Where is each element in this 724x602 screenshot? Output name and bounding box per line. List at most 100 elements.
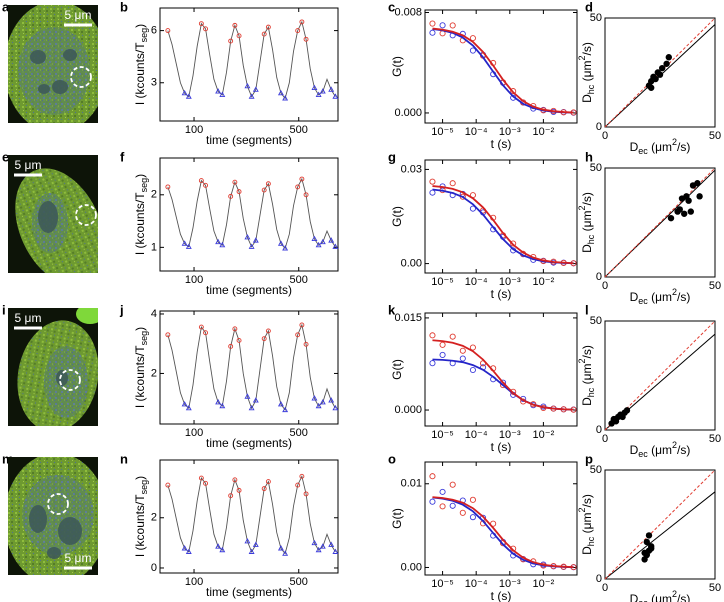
data-point <box>265 24 271 30</box>
nucleolus <box>30 50 46 64</box>
label-part: seg <box>139 178 149 193</box>
data-point <box>315 91 322 97</box>
y-axis-label: Dhc (μm2/s) <box>577 494 596 555</box>
data-point <box>203 182 208 188</box>
plot-frame <box>604 17 716 128</box>
data-point <box>181 240 188 246</box>
data-point <box>328 86 335 92</box>
data-point <box>165 28 171 34</box>
data-point <box>429 498 436 505</box>
y-axis-label: G(t) <box>390 56 404 77</box>
neighbor-cell <box>76 308 98 324</box>
label-part: seg <box>139 480 149 495</box>
data-point <box>429 29 436 36</box>
data-point <box>469 496 476 503</box>
series-line <box>604 469 716 580</box>
data-point <box>303 192 309 198</box>
panel-letter: n <box>120 451 128 466</box>
label-part: I (kcounts/T <box>133 192 147 255</box>
x-axis-label: t (s) <box>491 440 512 454</box>
label-part: hc <box>586 536 596 546</box>
data-point <box>439 488 446 495</box>
y-axis-label: Dhc (μm2/s) <box>577 192 596 253</box>
x-axis-label: Dec (μm2/s) <box>630 589 691 602</box>
data-point <box>332 93 339 99</box>
panel-letter: p <box>585 451 593 466</box>
label-part: D <box>580 546 594 555</box>
label-part: D <box>630 290 639 304</box>
plot-frame <box>424 9 578 124</box>
data-point <box>319 543 326 549</box>
plot-area <box>429 20 577 116</box>
x-tick-label: 10⁻⁵ <box>431 578 454 590</box>
plot-area <box>165 19 339 101</box>
series-line <box>604 167 716 278</box>
label-part: hc <box>586 84 596 94</box>
data-point <box>510 240 517 247</box>
x-axis-label: Dec (μm2/s) <box>630 287 691 306</box>
x-axis-label: time (segments) <box>206 436 292 450</box>
y-tick-label: 0 <box>151 562 157 574</box>
data-point <box>203 480 208 486</box>
data-point <box>248 548 255 554</box>
data-point <box>265 479 271 485</box>
y-tick-label: 0.03 <box>401 163 422 175</box>
data-point <box>232 326 238 332</box>
data-point <box>645 532 653 539</box>
nucleolus <box>63 49 77 61</box>
micrograph-content <box>8 457 98 575</box>
y-tick-label: 3 <box>151 77 157 89</box>
micrograph: 5 μm <box>8 5 98 123</box>
series-line <box>432 188 574 265</box>
x-tick-label: 50 <box>709 582 721 594</box>
panel-letter: f <box>120 149 125 164</box>
data-point <box>439 351 446 358</box>
x-tick-label: 500 <box>290 576 308 588</box>
micrograph: 5 μm <box>8 457 98 575</box>
data-point <box>623 407 631 414</box>
x-axis-label: time (segments) <box>206 133 292 147</box>
y-tick-label: 0.000 <box>394 404 422 416</box>
x-tick-label: 100 <box>185 427 203 439</box>
data-point <box>315 546 322 553</box>
plot-area <box>604 320 716 431</box>
label-part: (μm <box>580 60 594 84</box>
label-part: /s) <box>677 140 690 154</box>
focus-ring <box>47 493 69 515</box>
data-point <box>265 181 271 187</box>
data-point <box>303 36 309 42</box>
plot-frame <box>604 469 716 580</box>
data-point <box>459 509 466 516</box>
data-point <box>648 545 655 552</box>
data-point <box>248 243 255 249</box>
data-point <box>265 328 271 334</box>
y-axis-label: I (kcounts/Tseg) <box>133 174 149 255</box>
data-point <box>248 404 255 411</box>
micrograph-content <box>8 5 98 123</box>
data-point <box>248 93 255 99</box>
data-point <box>244 82 251 89</box>
data-point <box>429 473 436 480</box>
y-axis-label: G(t) <box>390 206 404 227</box>
x-tick-label: 50 <box>709 280 721 292</box>
series-line <box>167 177 336 250</box>
data-point <box>429 20 436 27</box>
data-point <box>198 324 204 330</box>
data-point <box>469 205 476 212</box>
data-point <box>228 343 234 349</box>
data-point <box>299 473 305 479</box>
series-line <box>167 474 336 555</box>
x-tick-label: 10⁻² <box>533 578 555 590</box>
data-point <box>277 240 284 246</box>
y-axis-label: I (kcounts/Tseg) <box>133 327 149 408</box>
series-line <box>432 339 574 411</box>
data-point <box>311 395 318 401</box>
data-point <box>295 482 301 488</box>
data-point <box>261 336 267 342</box>
data-point <box>469 514 476 521</box>
x-tick-label: 0 <box>602 130 608 142</box>
data-point <box>681 210 688 217</box>
series-line <box>167 20 336 100</box>
label-part: /s) <box>580 192 594 205</box>
